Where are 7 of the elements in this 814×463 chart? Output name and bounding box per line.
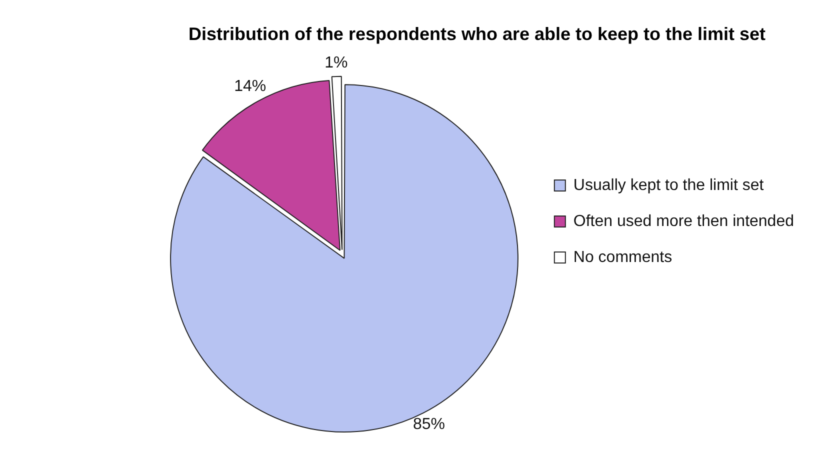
data-label: 14%: [234, 78, 266, 96]
data-label: 1%: [324, 54, 348, 72]
chart-title: Distribution of the respondents who are able to keep to the limit set: [188, 24, 766, 44]
data-label: 85%: [412, 416, 446, 434]
legend-label: Often used more then intended: [573, 212, 794, 230]
legend-label: Usually kept to the limit set: [573, 176, 764, 194]
legend-label: No comments: [573, 248, 672, 266]
